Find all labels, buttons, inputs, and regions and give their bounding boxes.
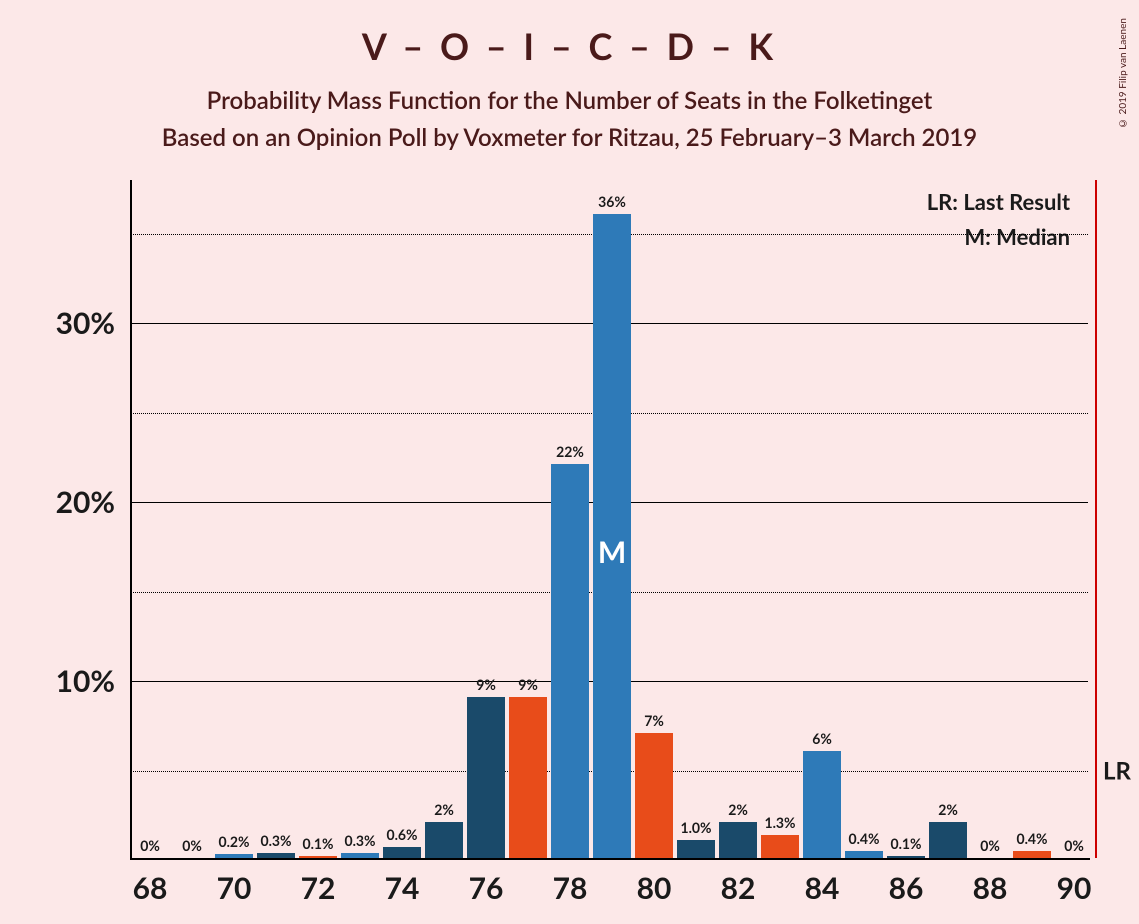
bar: [761, 835, 799, 858]
x-axis-label: 74: [385, 870, 420, 906]
bar: [635, 733, 673, 858]
bar-value-label: 0.1%: [302, 835, 333, 852]
bar: [677, 840, 715, 858]
bar: [929, 822, 967, 858]
bar: [299, 856, 337, 858]
chart-plot-area: LR: Last Result M: Median 10%20%30% 0%0%…: [130, 180, 1090, 860]
bar-value-label: 22%: [556, 443, 584, 460]
bar-value-label: 9%: [518, 676, 538, 693]
x-axis-label: 76: [469, 870, 504, 906]
x-axis-label: 80: [637, 870, 672, 906]
bar-value-label: 6%: [812, 730, 832, 747]
x-axis-label: 72: [301, 870, 336, 906]
bar-value-label: 36%: [598, 193, 626, 210]
x-axis-label: 88: [973, 870, 1008, 906]
chart-subtitle: Probability Mass Function for the Number…: [0, 82, 1139, 156]
bar-value-label: 0.4%: [848, 830, 879, 847]
bar-value-label: 0.6%: [386, 826, 417, 843]
median-marker: M: [598, 534, 626, 570]
bar: [257, 853, 295, 858]
bar-value-label: 1.0%: [680, 819, 711, 836]
last-result-label: LR: [1103, 756, 1131, 785]
bar-value-label: 2%: [728, 801, 748, 818]
bar: [1013, 851, 1051, 858]
bar: [551, 464, 589, 858]
bar: [425, 822, 463, 858]
copyright-notice: © 2019 Filip van Laenen: [1117, 18, 1129, 129]
legend-lr: LR: Last Result: [927, 184, 1070, 219]
x-axis-label: 90: [1057, 870, 1092, 906]
subtitle-line-2: Based on an Opinion Poll by Voxmeter for…: [162, 123, 977, 152]
bar-value-label: 0.3%: [344, 832, 375, 849]
bar-value-label: 0.2%: [218, 833, 249, 850]
y-axis-label: 30%: [56, 305, 115, 341]
x-axis-label: 70: [217, 870, 252, 906]
x-axis-label: 86: [889, 870, 924, 906]
bar: [845, 851, 883, 858]
bar-value-label: 7%: [644, 712, 664, 729]
x-axis-label: 68: [133, 870, 168, 906]
last-result-line: [1095, 180, 1097, 858]
x-axis-label: 78: [553, 870, 588, 906]
bar: [341, 853, 379, 858]
bar: [887, 856, 925, 858]
bar-value-label: 0%: [1064, 837, 1084, 854]
subtitle-line-1: Probability Mass Function for the Number…: [207, 86, 933, 115]
chart-legend: LR: Last Result M: Median: [927, 184, 1070, 254]
x-axis-label: 84: [805, 870, 840, 906]
bar: [509, 697, 547, 858]
bar-value-label: 2%: [938, 801, 958, 818]
bar-value-label: 0.1%: [890, 835, 921, 852]
bar: [383, 847, 421, 858]
x-axis-label: 82: [721, 870, 756, 906]
bar-value-label: 0%: [182, 837, 202, 854]
bar-value-label: 0%: [140, 837, 160, 854]
bar: [803, 751, 841, 858]
y-axis-label: 10%: [56, 663, 115, 699]
bar-value-label: 2%: [434, 801, 454, 818]
bar-value-label: 9%: [476, 676, 496, 693]
bar-value-label: 0.3%: [260, 832, 291, 849]
chart-title: V – O – I – C – D – K: [0, 0, 1139, 68]
legend-m: M: Median: [927, 219, 1070, 254]
bar-value-label: 0.4%: [1016, 830, 1047, 847]
y-axis-label: 20%: [56, 484, 115, 520]
bar-value-label: 1.3%: [764, 814, 795, 831]
bar-value-label: 0%: [980, 837, 1000, 854]
bar: [719, 822, 757, 858]
bar: [467, 697, 505, 858]
bar: [215, 854, 253, 858]
